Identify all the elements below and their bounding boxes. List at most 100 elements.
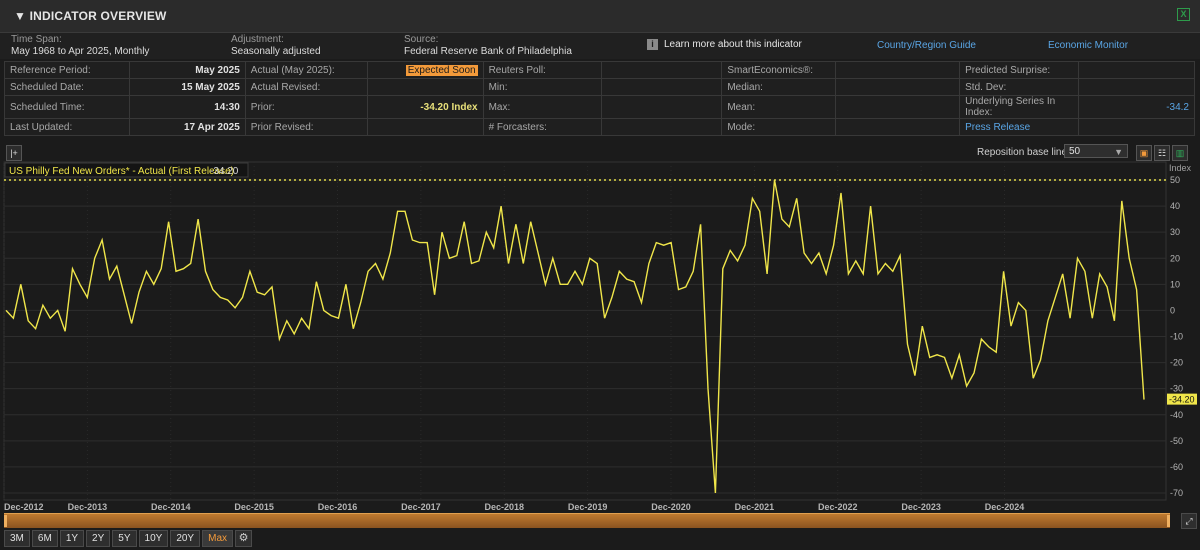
- learn-more-link[interactable]: i Learn more about this indicator: [647, 39, 802, 50]
- last-updated-label: Last Updated:: [4, 118, 130, 136]
- zoom-buttons: 3M 6M 1Y 2Y 5Y 10Y 20Y Max ⚙: [4, 530, 253, 547]
- predicted-surprise-value: [1078, 61, 1195, 79]
- y-tick-label: -30: [1170, 384, 1183, 394]
- prior-revised-label: Prior Revised:: [244, 118, 368, 136]
- std-dev-value: [1078, 78, 1195, 96]
- underlying-series-label: Underlying Series In Index:: [959, 95, 1080, 119]
- scheduled-time-label: Scheduled Time:: [4, 95, 130, 119]
- legend-label: US Philly Fed New Orders* - Actual (Firs…: [9, 166, 234, 177]
- chevron-down-icon: ▼: [1114, 147, 1123, 157]
- reuters-poll-label: Reuters Poll:: [482, 61, 603, 79]
- y-axis-label: Index: [1169, 163, 1192, 173]
- zoom-button-20y[interactable]: 20Y: [170, 530, 201, 547]
- min-label: Min:: [482, 78, 603, 96]
- economic-monitor-link[interactable]: Economic Monitor: [1048, 40, 1129, 51]
- line-chart: 50 40 30 20 10 0 -10 -20 -30 -40 -50 -60 -70 Dec-201…: [3, 161, 1197, 512]
- last-value-label: -34.20: [1169, 395, 1195, 405]
- x-tick-label: Dec-2018: [484, 502, 524, 512]
- zoom-button-5y[interactable]: 5Y: [112, 530, 137, 547]
- table-view-icon[interactable]: ☷: [1154, 145, 1170, 161]
- indicator-info: Time Span: May 1968 to Apr 2025, Monthly…: [0, 33, 1200, 59]
- page-title[interactable]: ▼ INDICATOR OVERVIEW: [14, 9, 167, 23]
- press-release-link[interactable]: Press Release: [959, 118, 1080, 136]
- x-tick-label: Dec-2024: [985, 502, 1025, 512]
- zoom-button-1y[interactable]: 1Y: [59, 530, 85, 547]
- last-updated-value: 17 Apr 2025: [128, 118, 246, 136]
- y-tick-label: 50: [1170, 175, 1180, 185]
- zoom-button-max[interactable]: Max: [202, 530, 234, 547]
- x-tick-label: Dec-2014: [151, 502, 191, 512]
- source-label: Source:: [404, 34, 439, 45]
- underlying-series-value: -34.2: [1078, 95, 1195, 119]
- y-tick-label: 30: [1170, 227, 1180, 237]
- zoom-button-10y[interactable]: 10Y: [138, 530, 169, 547]
- reuters-poll-value: [601, 61, 723, 79]
- chart-type-icon[interactable]: ▣: [1136, 145, 1152, 161]
- x-tick-label: Dec-2021: [735, 502, 775, 512]
- zoom-button-2y[interactable]: 2Y: [86, 530, 111, 547]
- scheduled-date-label: Scheduled Date:: [4, 78, 130, 96]
- range-handle-left[interactable]: [4, 515, 7, 527]
- x-tick-label: Dec-2016: [318, 502, 358, 512]
- expected-soon-badge: Expected Soon: [405, 64, 478, 76]
- scheduled-date-value: 15 May 2025: [128, 78, 246, 96]
- y-tick-label: -20: [1170, 358, 1183, 368]
- y-tick-label: -40: [1170, 410, 1183, 420]
- x-tick-label: Dec-2012: [4, 502, 44, 512]
- zoom-button-6m[interactable]: 6M: [31, 530, 58, 547]
- scheduled-time-value: 14:30: [128, 95, 246, 119]
- zoom-button-3m[interactable]: 3M: [4, 530, 30, 547]
- time-span-label: Time Span:: [11, 34, 62, 45]
- forecasters-label: # Forcasters:: [482, 118, 603, 136]
- x-tick-label: Dec-2013: [68, 502, 108, 512]
- series-line: [5, 179, 1145, 494]
- stats-row: Scheduled Date: 15 May 2025 Actual Revis…: [4, 78, 1195, 96]
- reposition-value: 50: [1069, 146, 1081, 157]
- y-tick-label: -50: [1170, 436, 1183, 446]
- mean-label: Mean:: [721, 95, 837, 119]
- time-span: Time Span: May 1968 to Apr 2025, Monthly: [11, 34, 149, 58]
- y-tick-label: 10: [1170, 279, 1180, 289]
- plot-area: [3, 161, 1167, 501]
- stats-row: Reference Period: May 2025 Actual (May 2…: [4, 61, 1195, 79]
- actual-revised-label: Actual Revised:: [244, 78, 368, 96]
- smart-economics-value: [835, 61, 961, 79]
- reference-period-label: Reference Period:: [4, 61, 130, 79]
- add-series-button[interactable]: |+: [6, 145, 22, 161]
- reposition-label: Reposition base line:: [977, 147, 1070, 158]
- chart-area: 50 40 30 20 10 0 -10 -20 -30 -40 -50 -60 -70 Dec-201…: [0, 160, 1200, 515]
- x-tick-label: Dec-2015: [234, 502, 274, 512]
- actual-revised-value: [366, 78, 484, 96]
- gear-icon[interactable]: ⚙: [235, 530, 253, 547]
- x-tick-label: Dec-2022: [818, 502, 858, 512]
- chart-toolbar: |+: [0, 142, 1200, 162]
- title-bar: ▼ INDICATOR OVERVIEW X: [0, 0, 1200, 33]
- adjustment: Adjustment: Seasonally adjusted: [231, 34, 321, 58]
- country-region-guide-link[interactable]: Country/Region Guide: [877, 40, 976, 51]
- source-value: Federal Reserve Bank of Philadelphia: [404, 46, 572, 57]
- stats-row: Scheduled Time: 14:30 Prior: -34.20 Inde…: [4, 95, 1195, 119]
- range-handle-right[interactable]: [1167, 515, 1170, 527]
- prior-label: Prior:: [244, 95, 368, 119]
- last-value-box: [1167, 393, 1197, 405]
- learn-more-label: Learn more about this indicator: [664, 39, 802, 50]
- range-navigator[interactable]: [4, 513, 1170, 528]
- min-value: [601, 78, 723, 96]
- expand-icon[interactable]: ⤢: [1181, 513, 1197, 529]
- legend-box: [4, 162, 249, 178]
- stats-table: Reference Period: May 2025 Actual (May 2…: [4, 61, 1195, 136]
- median-label: Median:: [721, 78, 837, 96]
- excel-icon[interactable]: X: [1177, 8, 1190, 21]
- prior-revised-value: [366, 118, 484, 136]
- y-tick-label: -10: [1170, 332, 1183, 342]
- forecasters-value: [601, 118, 723, 136]
- x-tick-label: Dec-2020: [651, 502, 691, 512]
- max-value: [601, 95, 723, 119]
- adjustment-label: Adjustment:: [231, 34, 284, 45]
- reposition-select[interactable]: 50 ▼: [1064, 144, 1128, 158]
- median-value: [835, 78, 961, 96]
- y-tick-label: -60: [1170, 462, 1183, 472]
- y-tick-label: 20: [1170, 253, 1180, 263]
- bar-chart-icon[interactable]: ▥: [1172, 145, 1188, 161]
- source: Source: Federal Reserve Bank of Philadel…: [404, 34, 572, 58]
